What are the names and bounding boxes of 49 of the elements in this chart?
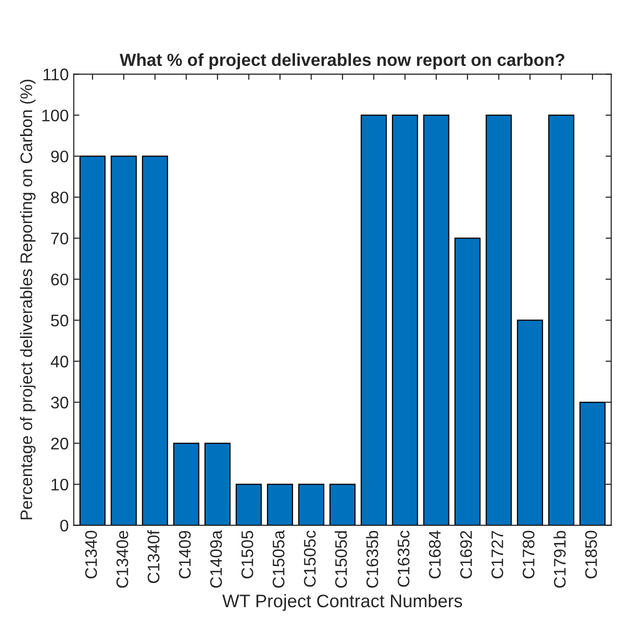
bar xyxy=(423,114,450,526)
bar xyxy=(329,484,356,526)
x-tick-label: C1692 xyxy=(460,530,472,578)
x-tick-label: C1340f xyxy=(147,530,160,584)
y-tick-label: 80 xyxy=(51,192,68,204)
bar xyxy=(266,484,294,526)
bar xyxy=(486,114,512,526)
x-tick-label: C1850 xyxy=(585,530,597,578)
chart-title: What % of project deliverables now report on carbon? xyxy=(120,53,564,70)
x-tick-label: C1409 xyxy=(178,530,191,578)
bar xyxy=(579,402,606,526)
x-tick-label: C1684 xyxy=(428,530,441,578)
bar xyxy=(548,114,574,526)
y-tick-label: 100 xyxy=(42,110,68,122)
x-tick-label: C1340e xyxy=(116,530,128,588)
bar xyxy=(360,114,387,526)
y-tick-label: 50 xyxy=(51,314,68,326)
x-tick-label: C1505a xyxy=(272,530,284,588)
x-tick-label: C1505 xyxy=(241,530,254,578)
bar xyxy=(110,156,137,526)
y-tick-label: 60 xyxy=(51,274,68,286)
y-tick-label: 30 xyxy=(50,396,68,408)
bar xyxy=(173,442,200,526)
y-tick-label: 0 xyxy=(60,520,68,532)
x-tick-label: C1505c xyxy=(304,530,316,587)
y-tick-label: 110 xyxy=(44,68,68,80)
y-tick-label: 20 xyxy=(51,438,68,450)
x-tick-label: C1727 xyxy=(491,530,504,578)
y-tick-label: 70 xyxy=(51,232,68,244)
x-tick-label: C1505d xyxy=(334,531,347,588)
x-tick-label: C1635b xyxy=(366,530,378,588)
bar xyxy=(516,320,544,526)
x-tick-label: C1791b xyxy=(553,530,566,588)
bar xyxy=(204,442,231,526)
bar xyxy=(392,114,418,526)
bar xyxy=(142,156,168,526)
x-tick-label: C1340 xyxy=(85,530,97,578)
x-tick-label: C1635c xyxy=(398,530,410,587)
bar xyxy=(298,484,324,526)
y-tick-label: 40 xyxy=(50,356,68,368)
y-tick-label: 90 xyxy=(51,150,68,162)
bar xyxy=(454,238,481,526)
x-axis-title: WT Project Contract Numbers xyxy=(222,594,462,611)
bar xyxy=(79,156,106,526)
y-tick-label: 10 xyxy=(52,478,68,490)
y-axis-title: Percentage of project deliverables Reporting on Carbon (%) xyxy=(20,80,36,520)
bar xyxy=(236,484,262,526)
x-tick-label: C1780 xyxy=(522,530,534,578)
x-tick-label: C1409a xyxy=(210,530,222,588)
